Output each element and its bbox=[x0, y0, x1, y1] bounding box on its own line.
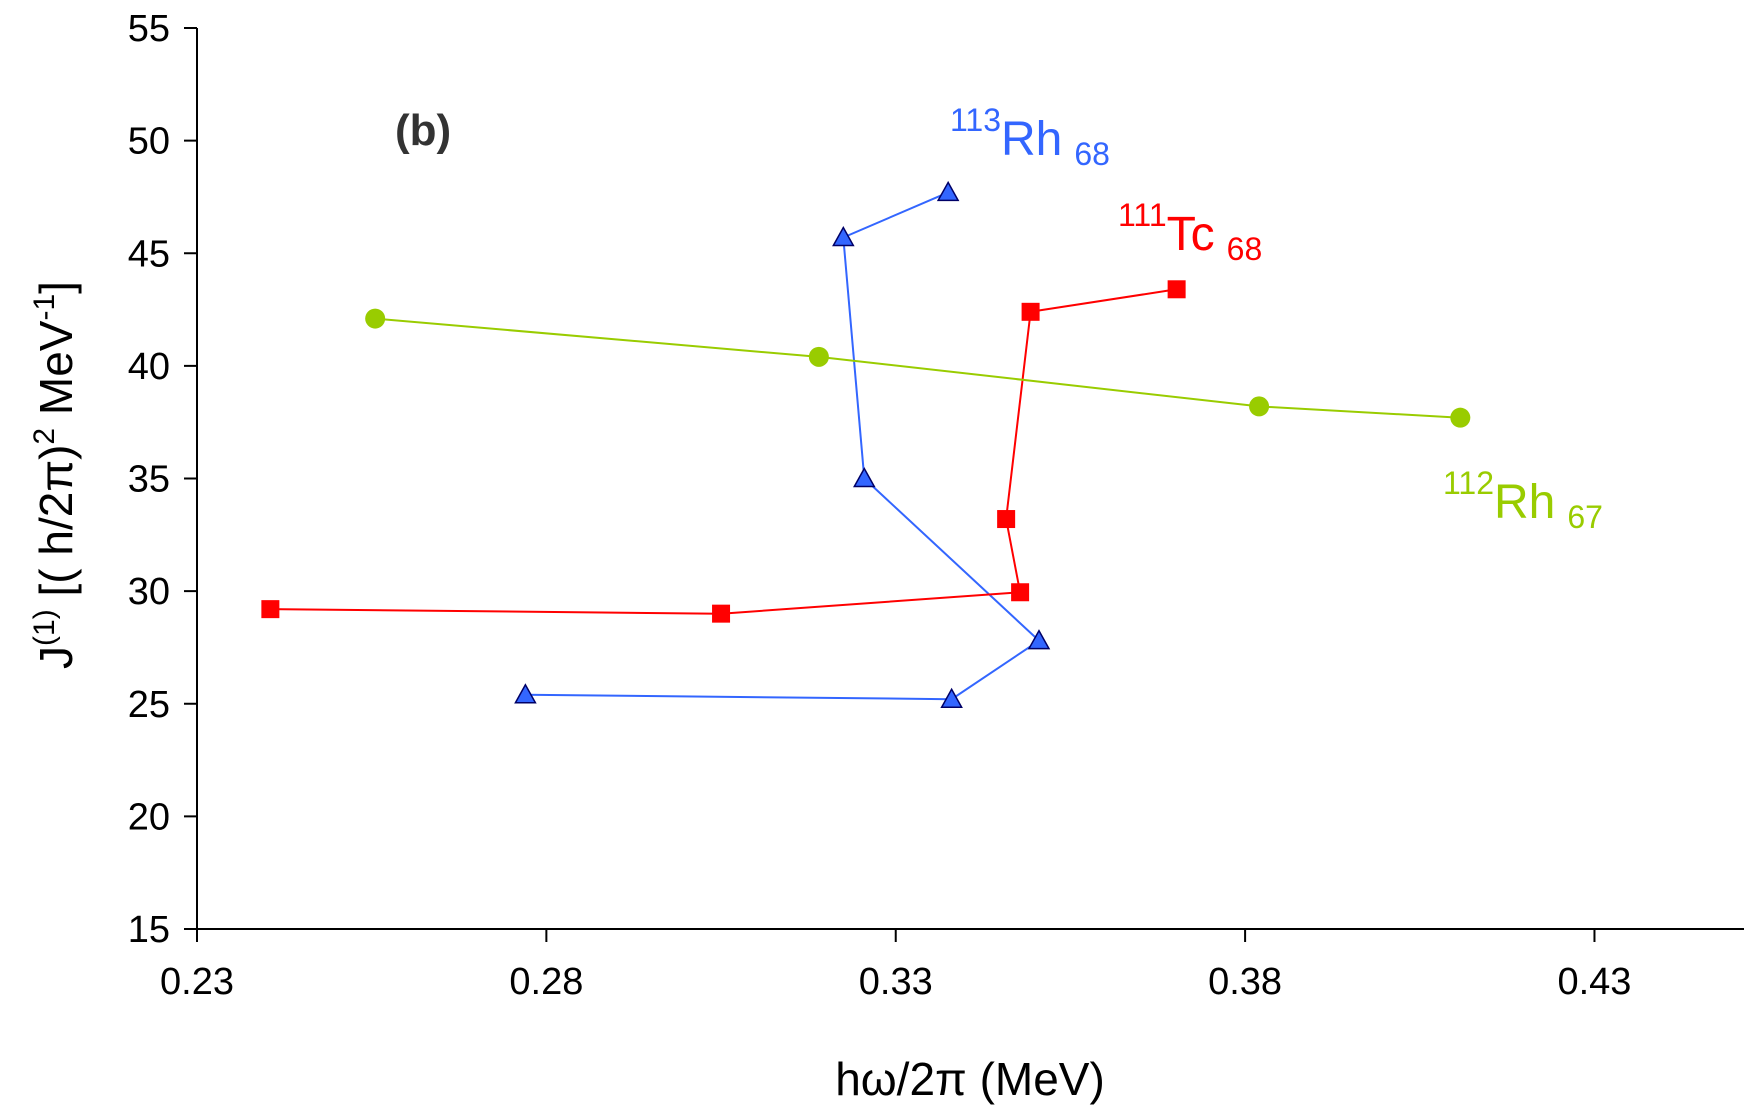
y-tick-label: 20 bbox=[128, 796, 170, 838]
data-point-triangle bbox=[936, 180, 960, 202]
y-tick-label: 15 bbox=[128, 909, 170, 951]
y-axis-title-j-sup: (1) bbox=[28, 609, 61, 646]
series-label-mass: 111 bbox=[1118, 197, 1167, 233]
y-axis-title-j: J bbox=[30, 646, 82, 669]
y-tick-label: 50 bbox=[128, 121, 170, 163]
series-label-element: Tc bbox=[1167, 208, 1215, 261]
x-tick-label: 0.28 bbox=[509, 961, 583, 1003]
series-label-113rh: 113Rh 68 bbox=[950, 102, 1110, 172]
series-label-sub: 68 bbox=[1074, 136, 1110, 172]
x-axis-title: hω/2π (MeV) bbox=[835, 1053, 1105, 1105]
data-point-square bbox=[997, 510, 1016, 529]
series-triangle bbox=[514, 180, 1051, 708]
series-label-element: Rh bbox=[1494, 476, 1555, 529]
y-axis-title-a-sup: 2 bbox=[28, 428, 61, 445]
data-point-triangle bbox=[1027, 629, 1051, 650]
y-tick-label: 45 bbox=[128, 233, 170, 275]
series-square bbox=[261, 280, 1186, 623]
data-point-circle bbox=[365, 308, 386, 329]
data-point-circle bbox=[1249, 396, 1270, 417]
x-tick-label: 0.33 bbox=[859, 961, 933, 1003]
y-tick-label: 35 bbox=[128, 459, 170, 501]
data-point-circle bbox=[1450, 407, 1471, 428]
y-axis-title-c: ] bbox=[30, 281, 82, 294]
y-axis-ticks: 15 20 25 30 35 40 45 50 55 bbox=[128, 8, 197, 951]
x-tick-label: 0.23 bbox=[160, 961, 234, 1003]
y-tick-label: 30 bbox=[128, 571, 170, 613]
y-tick-label: 40 bbox=[128, 346, 170, 388]
series-line bbox=[525, 191, 1041, 701]
data-point-triangle bbox=[940, 687, 963, 708]
y-axis-title-b: MeV bbox=[30, 320, 82, 428]
series-label-111tc: 111Tc 68 bbox=[1118, 197, 1262, 267]
data-point-square bbox=[1021, 302, 1040, 321]
series-line bbox=[375, 317, 1461, 419]
series-label-mass: 113 bbox=[950, 102, 1001, 138]
data-point-square bbox=[1011, 583, 1030, 602]
y-axis-title-a: [( h/2π) bbox=[30, 445, 82, 610]
data-point-triangle bbox=[853, 466, 876, 488]
data-point-triangle bbox=[832, 225, 855, 247]
x-axis-ticks: 0.23 0.28 0.33 0.38 0.43 bbox=[160, 929, 1631, 1003]
series-label-mass: 112 bbox=[1443, 465, 1494, 501]
data-point-square bbox=[712, 604, 731, 623]
data-point-square bbox=[261, 600, 280, 619]
data-point-square bbox=[1167, 280, 1186, 299]
data-point-triangle bbox=[514, 683, 537, 704]
y-axis-title-b-sup: -1 bbox=[28, 294, 61, 321]
data-point-circle bbox=[808, 346, 829, 367]
series-label-sub: 68 bbox=[1227, 231, 1263, 267]
x-tick-label: 0.38 bbox=[1208, 961, 1282, 1003]
y-axis-title: J(1) [( h/2π)2 MeV-1] bbox=[28, 281, 82, 669]
series-layer bbox=[261, 180, 1471, 708]
y-tick-label: 25 bbox=[128, 684, 170, 726]
series-label-element: Rh bbox=[1001, 113, 1062, 166]
y-tick-label: 55 bbox=[128, 8, 170, 50]
series-label-sub: 67 bbox=[1567, 499, 1603, 535]
series-line bbox=[270, 288, 1177, 615]
series-circle bbox=[365, 308, 1471, 428]
panel-label: (b) bbox=[395, 106, 451, 155]
x-tick-label: 0.43 bbox=[1557, 961, 1631, 1003]
series-label-112rh: 112Rh 67 bbox=[1443, 465, 1603, 535]
